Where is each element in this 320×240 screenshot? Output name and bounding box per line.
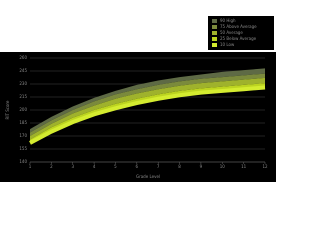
x-tick-label: 6 [136, 164, 139, 169]
x-tick-label: 11 [241, 164, 247, 169]
band-area [30, 73, 265, 136]
legend-swatch [212, 37, 217, 41]
y-tick-label: 230 [19, 81, 27, 86]
legend-label: 50 Average [220, 30, 243, 35]
y-tick-label: 260 [19, 55, 27, 60]
band-line [29, 85, 266, 145]
legend-swatch [212, 31, 217, 35]
legend-swatch [212, 19, 217, 23]
x-tick-label: 1 [29, 164, 32, 169]
x-tick-label: 10 [220, 164, 226, 169]
y-tick-label: 155 [19, 146, 27, 151]
legend-label: 10 Low [220, 42, 235, 47]
legend-background [208, 16, 274, 50]
y-tick-label: 200 [19, 107, 27, 112]
x-tick-label: 9 [200, 164, 203, 169]
chart: RIT Score Grade Level 140155170185200215… [0, 16, 276, 182]
x-tick-label: 8 [178, 164, 181, 169]
x-tick-label: 7 [157, 164, 160, 169]
x-tick-label: 12 [262, 164, 268, 169]
x-tick-label: 4 [93, 164, 96, 169]
band-area [30, 77, 265, 140]
x-axis-title: Grade Level [136, 174, 160, 179]
band-area [30, 68, 265, 133]
y-tick-label: 215 [19, 94, 27, 99]
legend-label: 90 High [220, 18, 236, 23]
legend-label: 75 Above Average [220, 24, 257, 29]
x-tick-label: 3 [71, 164, 74, 169]
y-tick-label: 245 [19, 68, 27, 73]
y-tick-label: 170 [19, 133, 27, 138]
legend-swatch [212, 43, 217, 47]
x-tick-label: 2 [50, 164, 53, 169]
y-tick-label: 185 [19, 120, 27, 125]
legend-swatch [212, 25, 217, 29]
y-axis-title: RIT Score [5, 100, 10, 119]
legend-label: 25 Below Average [220, 36, 257, 41]
x-tick-label: 5 [114, 164, 117, 169]
y-tick-label: 140 [19, 159, 27, 164]
